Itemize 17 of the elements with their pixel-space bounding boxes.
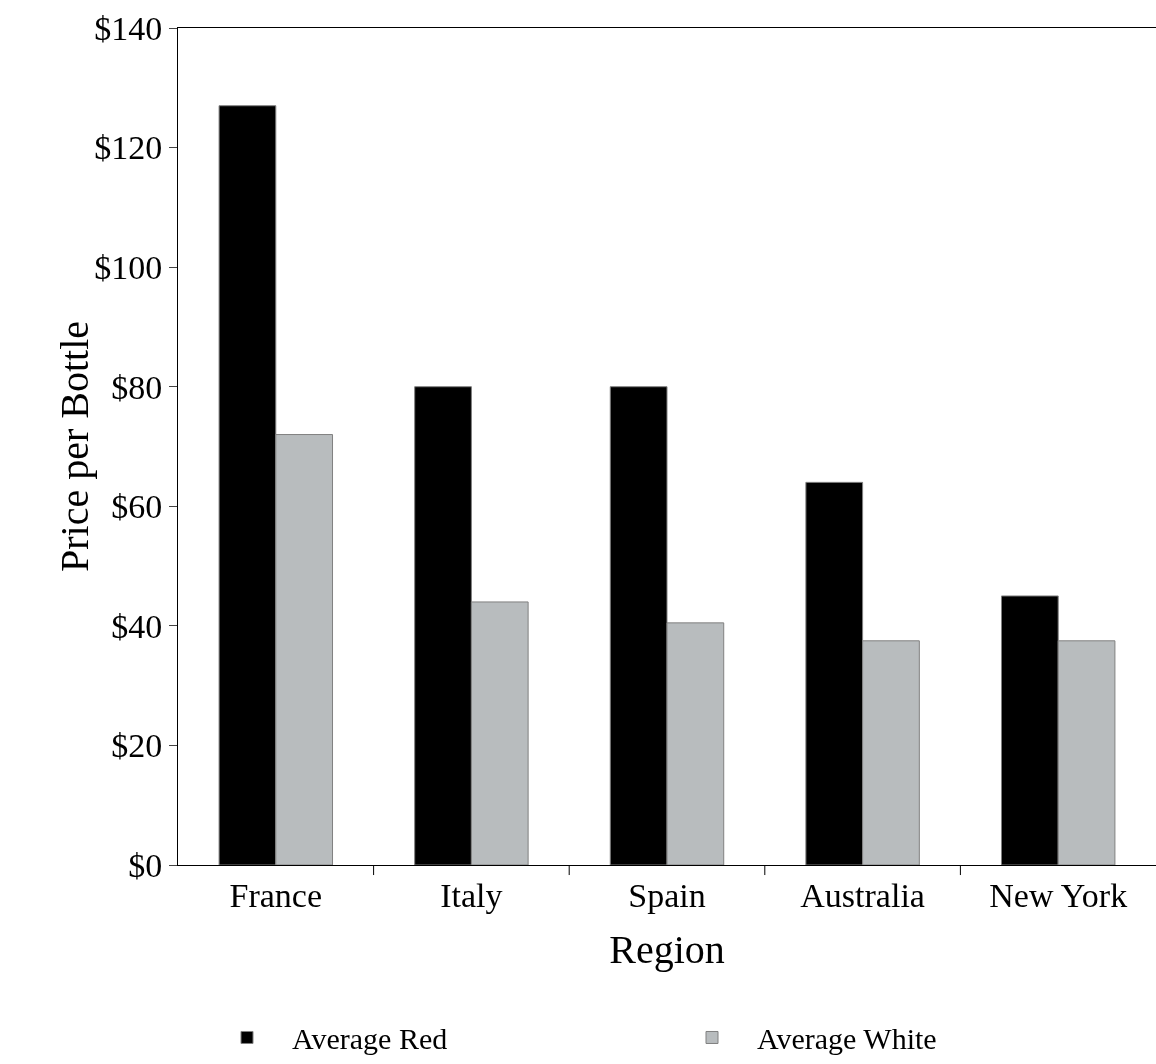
y-axis-title: Price per Bottle (52, 320, 97, 573)
y-tick-label: $0 (128, 846, 163, 884)
y-tick-label: $120 (94, 129, 163, 167)
x-tick-label: Australia (800, 876, 925, 914)
y-tick-label: $20 (111, 727, 163, 765)
x-tick-label: Spain (628, 876, 706, 914)
y-tick-label: $80 (111, 368, 163, 406)
y-tick-label: $60 (111, 488, 163, 526)
x-tick-label: France (229, 876, 323, 914)
x-tick-label: New York (989, 876, 1128, 914)
y-tick-label: $140 (94, 9, 163, 47)
y-tick-label: $40 (111, 607, 163, 645)
y-tick-label: $100 (94, 249, 163, 287)
legend-label: Average Red (292, 1022, 448, 1056)
x-tick-label: Italy (440, 876, 503, 914)
legend-label: Average White (757, 1022, 937, 1056)
x-axis-title: Region (609, 927, 725, 973)
